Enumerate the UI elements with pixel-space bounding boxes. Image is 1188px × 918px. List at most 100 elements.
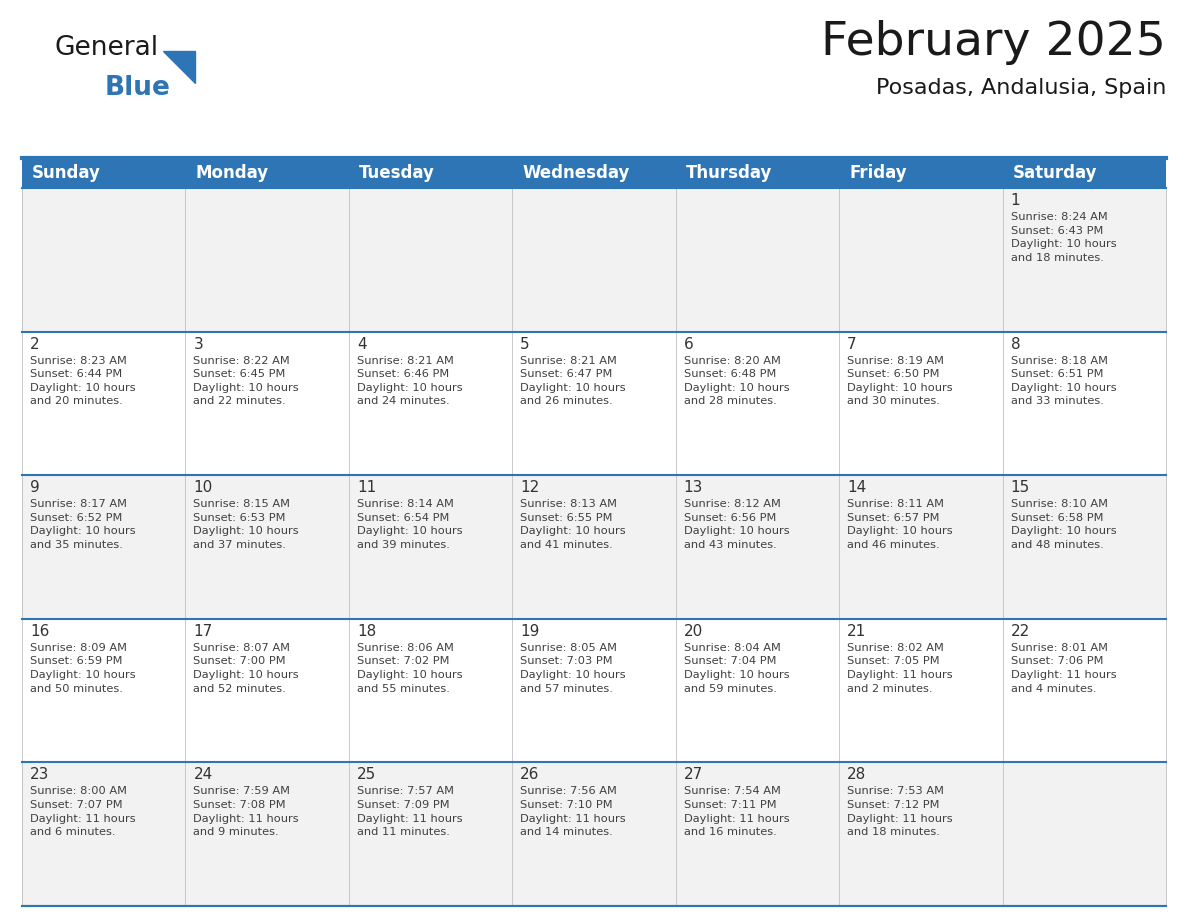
Text: Sunrise: 7:59 AM
Sunset: 7:08 PM
Daylight: 11 hours
and 9 minutes.: Sunrise: 7:59 AM Sunset: 7:08 PM Dayligh… [194,787,299,837]
Text: 5: 5 [520,337,530,352]
Text: 16: 16 [30,624,50,639]
Text: Sunrise: 8:19 AM
Sunset: 6:50 PM
Daylight: 10 hours
and 30 minutes.: Sunrise: 8:19 AM Sunset: 6:50 PM Dayligh… [847,355,953,407]
Bar [349,158,512,188]
Text: 23: 23 [30,767,50,782]
Bar [676,158,839,188]
Bar [1003,158,1165,188]
Bar [839,763,1003,906]
Bar [512,619,676,763]
Text: 12: 12 [520,480,539,495]
Bar [676,188,839,331]
Bar [839,158,1003,188]
Bar [512,331,676,476]
Text: Sunrise: 7:56 AM
Sunset: 7:10 PM
Daylight: 11 hours
and 14 minutes.: Sunrise: 7:56 AM Sunset: 7:10 PM Dayligh… [520,787,626,837]
Text: 2: 2 [30,337,39,352]
Text: Sunrise: 8:12 AM
Sunset: 6:56 PM
Daylight: 10 hours
and 43 minutes.: Sunrise: 8:12 AM Sunset: 6:56 PM Dayligh… [684,499,789,550]
Text: Sunrise: 8:05 AM
Sunset: 7:03 PM
Daylight: 10 hours
and 57 minutes.: Sunrise: 8:05 AM Sunset: 7:03 PM Dayligh… [520,643,626,694]
Bar [185,331,349,476]
Bar [23,188,185,331]
Text: 25: 25 [356,767,377,782]
Text: Sunrise: 8:02 AM
Sunset: 7:05 PM
Daylight: 11 hours
and 2 minutes.: Sunrise: 8:02 AM Sunset: 7:05 PM Dayligh… [847,643,953,694]
Text: Sunrise: 8:23 AM
Sunset: 6:44 PM
Daylight: 10 hours
and 20 minutes.: Sunrise: 8:23 AM Sunset: 6:44 PM Dayligh… [30,355,135,407]
Text: 20: 20 [684,624,703,639]
Text: Sunrise: 8:01 AM
Sunset: 7:06 PM
Daylight: 11 hours
and 4 minutes.: Sunrise: 8:01 AM Sunset: 7:06 PM Dayligh… [1011,643,1117,694]
Text: Sunrise: 8:24 AM
Sunset: 6:43 PM
Daylight: 10 hours
and 18 minutes.: Sunrise: 8:24 AM Sunset: 6:43 PM Dayligh… [1011,212,1117,263]
Bar [1003,331,1165,476]
Bar [185,763,349,906]
Text: 3: 3 [194,337,203,352]
Bar [349,619,512,763]
Text: 19: 19 [520,624,539,639]
Text: 13: 13 [684,480,703,495]
Bar [23,331,185,476]
Bar [839,331,1003,476]
Text: 8: 8 [1011,337,1020,352]
Bar [349,476,512,619]
Bar [1003,476,1165,619]
Bar [23,476,185,619]
Text: Sunrise: 8:18 AM
Sunset: 6:51 PM
Daylight: 10 hours
and 33 minutes.: Sunrise: 8:18 AM Sunset: 6:51 PM Dayligh… [1011,355,1117,407]
Bar [185,476,349,619]
Text: Tuesday: Tuesday [359,164,435,182]
Bar [185,619,349,763]
Text: 15: 15 [1011,480,1030,495]
Text: 26: 26 [520,767,539,782]
Text: Sunrise: 8:09 AM
Sunset: 6:59 PM
Daylight: 10 hours
and 50 minutes.: Sunrise: 8:09 AM Sunset: 6:59 PM Dayligh… [30,643,135,694]
Text: Sunday: Sunday [32,164,101,182]
Text: February 2025: February 2025 [821,20,1165,65]
Text: 11: 11 [356,480,377,495]
Bar [349,763,512,906]
Text: Sunrise: 8:17 AM
Sunset: 6:52 PM
Daylight: 10 hours
and 35 minutes.: Sunrise: 8:17 AM Sunset: 6:52 PM Dayligh… [30,499,135,550]
Text: Sunrise: 7:53 AM
Sunset: 7:12 PM
Daylight: 11 hours
and 18 minutes.: Sunrise: 7:53 AM Sunset: 7:12 PM Dayligh… [847,787,953,837]
Bar [839,619,1003,763]
Bar [676,619,839,763]
Bar [1003,188,1165,331]
Text: 21: 21 [847,624,866,639]
Text: Sunrise: 8:07 AM
Sunset: 7:00 PM
Daylight: 10 hours
and 52 minutes.: Sunrise: 8:07 AM Sunset: 7:00 PM Dayligh… [194,643,299,694]
Bar [185,158,349,188]
Text: Sunrise: 8:00 AM
Sunset: 7:07 PM
Daylight: 11 hours
and 6 minutes.: Sunrise: 8:00 AM Sunset: 7:07 PM Dayligh… [30,787,135,837]
Bar [349,331,512,476]
Text: Sunrise: 8:21 AM
Sunset: 6:47 PM
Daylight: 10 hours
and 26 minutes.: Sunrise: 8:21 AM Sunset: 6:47 PM Dayligh… [520,355,626,407]
Polygon shape [163,51,195,83]
Text: 17: 17 [194,624,213,639]
Text: Saturday: Saturday [1012,164,1097,182]
Text: Sunrise: 7:54 AM
Sunset: 7:11 PM
Daylight: 11 hours
and 16 minutes.: Sunrise: 7:54 AM Sunset: 7:11 PM Dayligh… [684,787,789,837]
Text: Sunrise: 8:14 AM
Sunset: 6:54 PM
Daylight: 10 hours
and 39 minutes.: Sunrise: 8:14 AM Sunset: 6:54 PM Dayligh… [356,499,462,550]
Bar [349,188,512,331]
Bar [676,763,839,906]
Bar [23,763,185,906]
Text: 18: 18 [356,624,377,639]
Text: Sunrise: 8:22 AM
Sunset: 6:45 PM
Daylight: 10 hours
and 22 minutes.: Sunrise: 8:22 AM Sunset: 6:45 PM Dayligh… [194,355,299,407]
Text: Friday: Friday [849,164,906,182]
Text: 9: 9 [30,480,39,495]
Text: Sunrise: 7:57 AM
Sunset: 7:09 PM
Daylight: 11 hours
and 11 minutes.: Sunrise: 7:57 AM Sunset: 7:09 PM Dayligh… [356,787,462,837]
Bar [1003,763,1165,906]
Bar [839,188,1003,331]
Text: 24: 24 [194,767,213,782]
Text: Sunrise: 8:06 AM
Sunset: 7:02 PM
Daylight: 10 hours
and 55 minutes.: Sunrise: 8:06 AM Sunset: 7:02 PM Dayligh… [356,643,462,694]
Text: 6: 6 [684,337,694,352]
Bar [185,188,349,331]
Text: 7: 7 [847,337,857,352]
Text: 14: 14 [847,480,866,495]
Text: Blue: Blue [105,75,171,101]
Text: Sunrise: 8:11 AM
Sunset: 6:57 PM
Daylight: 10 hours
and 46 minutes.: Sunrise: 8:11 AM Sunset: 6:57 PM Dayligh… [847,499,953,550]
Text: 28: 28 [847,767,866,782]
Text: Sunrise: 8:21 AM
Sunset: 6:46 PM
Daylight: 10 hours
and 24 minutes.: Sunrise: 8:21 AM Sunset: 6:46 PM Dayligh… [356,355,462,407]
Bar [512,158,676,188]
Text: Thursday: Thursday [685,164,772,182]
Text: Sunrise: 8:13 AM
Sunset: 6:55 PM
Daylight: 10 hours
and 41 minutes.: Sunrise: 8:13 AM Sunset: 6:55 PM Dayligh… [520,499,626,550]
Text: Sunrise: 8:20 AM
Sunset: 6:48 PM
Daylight: 10 hours
and 28 minutes.: Sunrise: 8:20 AM Sunset: 6:48 PM Dayligh… [684,355,789,407]
Text: Sunrise: 8:10 AM
Sunset: 6:58 PM
Daylight: 10 hours
and 48 minutes.: Sunrise: 8:10 AM Sunset: 6:58 PM Dayligh… [1011,499,1117,550]
Text: General: General [55,35,159,61]
Text: Wednesday: Wednesday [523,164,630,182]
Text: Posadas, Andalusia, Spain: Posadas, Andalusia, Spain [876,78,1165,98]
Bar [23,158,185,188]
Bar [1003,619,1165,763]
Text: 27: 27 [684,767,703,782]
Bar [23,619,185,763]
Text: Monday: Monday [196,164,268,182]
Text: 22: 22 [1011,624,1030,639]
Bar [512,188,676,331]
